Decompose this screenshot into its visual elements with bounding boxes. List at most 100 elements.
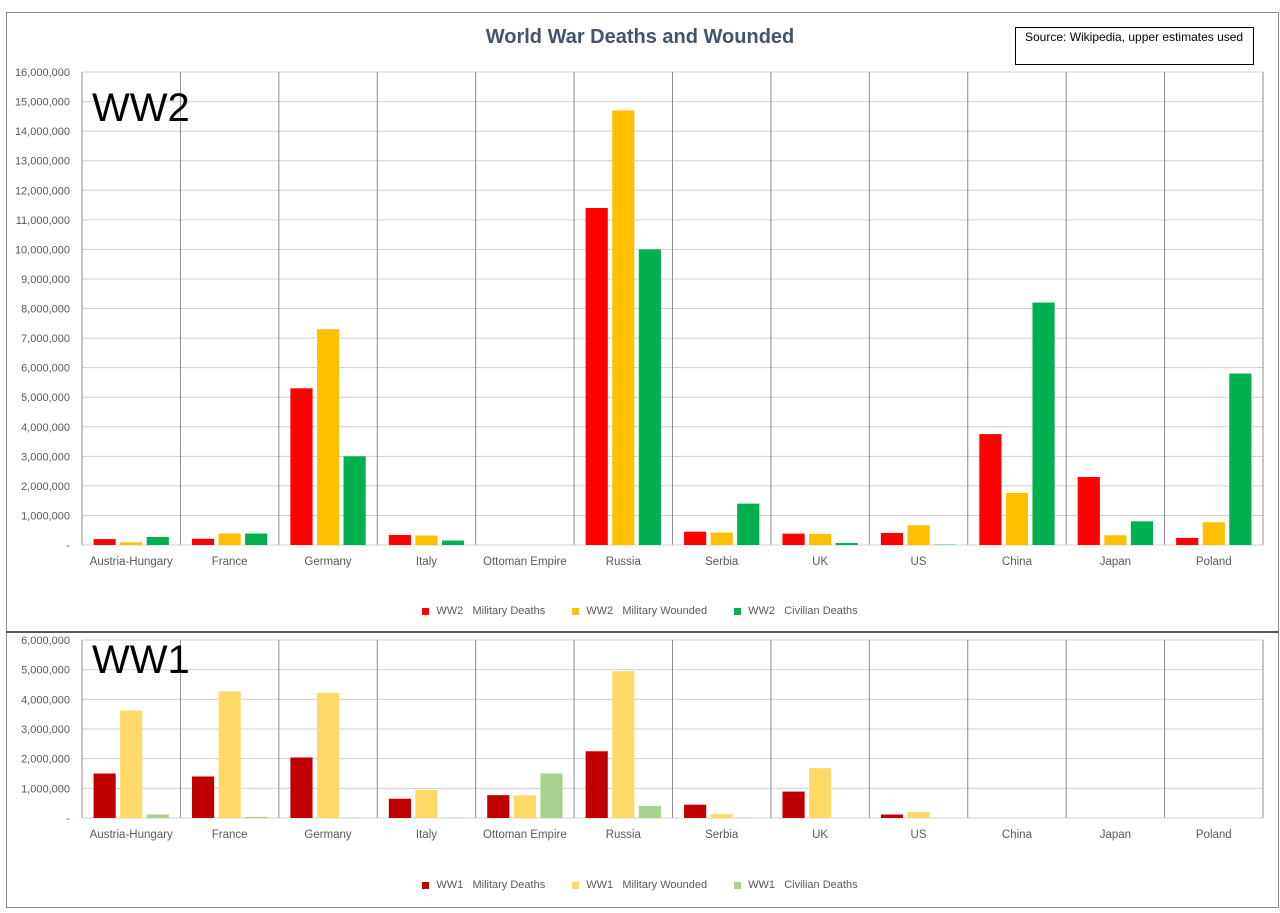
legend-label: WW1 Military Deaths [436,879,546,891]
bar [684,804,707,818]
bar [343,456,366,545]
bar [1229,373,1252,545]
legend-item: WW1 Military Deaths [422,879,545,891]
legend-item: WW2 Military Wounded [572,605,707,617]
y-tick-label: 9,000,000 [21,274,70,286]
bar [710,814,733,818]
bar [684,531,707,545]
bar [316,692,340,818]
x-tick-label: Japan [1100,829,1131,841]
bar [1130,521,1154,545]
ww2-legend: WW2 Military Deaths WW2 Military Wounded… [0,605,1280,617]
bar [638,805,661,818]
bar [907,525,930,545]
ww1-legend: WW1 Military Deaths WW1 Military Wounded… [0,879,1280,891]
x-tick-label: UK [812,556,828,568]
bar [782,791,805,818]
bar [93,773,116,818]
source-note: Source: Wikipedia, upper estimates used [1015,27,1254,65]
legend-item: WW1 Civilian Deaths [734,879,858,891]
y-tick-label: 3,000,000 [21,451,70,463]
bar [638,249,661,545]
bar [612,110,635,546]
y-tick-label: 1,000,000 [21,510,70,522]
bar [809,768,832,818]
bar [585,207,608,546]
x-tick-label: Ottoman Empire [483,556,567,568]
x-tick-label: US [911,556,927,568]
bar [120,542,143,545]
x-tick-label: Russia [606,829,642,841]
bar [218,533,241,545]
x-tick-label: Serbia [705,829,739,841]
legend-label: WW1 Civilian Deaths [748,879,858,891]
y-tick-label: 11,000,000 [16,215,70,227]
legend-swatch [572,607,580,615]
y-tick-label: 4,000,000 [21,694,70,706]
bar [218,691,241,818]
bar [1104,535,1127,545]
y-tick-label: 10,000,000 [15,244,70,256]
bar [835,543,858,545]
ww1-panel-label: WW1 [92,638,190,682]
x-tick-label: Austria-Hungary [90,556,173,568]
bar [1202,522,1225,545]
bar [612,671,635,818]
chart-title: World War Deaths and Wounded [485,26,795,48]
y-tick-label: 14,000,000 [15,126,70,138]
x-tick-label: Poland [1196,829,1232,841]
bar [979,434,1002,545]
bar [1077,477,1100,545]
bar [191,776,215,818]
y-tick-label: 5,000,000 [21,392,70,404]
y-tick-label: 2,000,000 [21,481,70,493]
bar [880,814,904,818]
bar [585,751,608,818]
y-tick-label: 1,000,000 [21,783,70,795]
legend-swatch [422,607,430,615]
bar [245,533,268,545]
x-tick-label: Austria-Hungary [90,829,173,841]
bar [388,798,411,818]
x-tick-label: Russia [606,556,642,568]
bar [388,534,411,545]
legend-swatch [422,881,430,889]
x-tick-label: Germany [304,829,352,841]
x-tick-label: Japan [1100,556,1131,568]
x-tick-label: Germany [304,556,352,568]
bar [710,532,733,545]
bar [809,533,832,545]
bar [415,535,438,545]
bar [316,329,340,545]
y-tick-label: 12,000,000 [15,185,70,197]
panel-divider [6,631,1279,633]
bar [487,795,510,818]
x-tick-label: China [1002,829,1033,841]
y-tick-label: 8,000,000 [21,304,70,316]
bar [415,789,438,818]
legend-label: WW1 Military Wounded [586,879,708,891]
x-tick-label: UK [812,829,828,841]
x-tick-label: US [911,829,927,841]
y-tick-label: 2,000,000 [21,754,70,766]
bar [1005,492,1029,545]
y-tick-label: 15,000,000 [15,97,70,109]
legend-item: WW2 Civilian Deaths [734,605,858,617]
bar [1032,302,1055,545]
chart-frame [6,12,1279,908]
x-tick-label: Ottoman Empire [483,829,567,841]
y-tick-label: 3,000,000 [21,724,70,736]
bar [245,816,268,818]
y-tick-label: 16,000,000 [15,67,70,79]
bar [513,795,536,818]
bar [146,814,169,818]
ww2-panel-label: WW2 [92,86,190,130]
bar [191,538,215,545]
legend-label: WW2 Civilian Deaths [748,605,858,617]
bar [782,533,805,545]
bar [120,710,143,818]
x-tick-label: China [1002,556,1033,568]
x-tick-label: France [212,829,248,841]
bar [93,539,116,545]
